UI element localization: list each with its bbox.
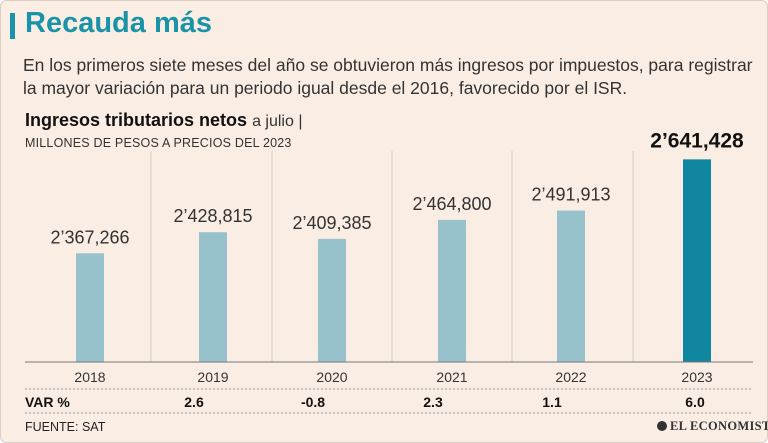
data-label-2023: 2’641,428 [650, 129, 744, 152]
chart-heading-bold: Ingresos tributarios netos [25, 110, 248, 130]
bar-2022 [557, 210, 585, 362]
chart-units: MILLONES DE PESOS A PRECIOS DEL 2023 [25, 136, 292, 150]
data-label-2018: 2’367,266 [50, 227, 129, 247]
brand-icon [657, 421, 667, 431]
chart-heading: Ingresos tributarios netos a julio | [25, 110, 302, 131]
bar-2020 [318, 238, 346, 362]
bar-2019 [199, 232, 227, 362]
title-accent-bar [10, 13, 15, 39]
source-note: FUENTE: SAT [25, 420, 106, 434]
brand-logo: EL ECONOMISTA [657, 419, 768, 434]
data-label-2022: 2’491,913 [531, 185, 610, 205]
x-tick-label: 2022 [555, 369, 586, 385]
bar-2023 [683, 159, 711, 362]
bar-2021 [438, 219, 466, 362]
page-title: Recauda más [25, 7, 212, 39]
variation-value: 1.1 [542, 394, 562, 410]
chart-heading-rest: a julio | [252, 113, 303, 130]
variation-value: 2.3 [423, 394, 443, 410]
variation-value: 6.0 [685, 394, 705, 410]
variation-value: 2.6 [184, 394, 204, 410]
brand-name: EL ECONOMISTA [670, 419, 768, 433]
bar-2018 [76, 253, 104, 362]
x-tick-label: 2023 [681, 369, 712, 385]
x-tick-label: 2019 [197, 369, 228, 385]
data-label-2019: 2’428,815 [173, 206, 252, 226]
variation-label: VAR % [25, 394, 70, 410]
subtitle: En los primeros siete meses del año se o… [23, 55, 753, 98]
variation-value: -0.8 [300, 394, 326, 410]
x-tick-label: 2021 [436, 369, 467, 385]
data-label-2021: 2’464,800 [412, 194, 491, 214]
x-tick-label: 2018 [74, 369, 105, 385]
data-label-2020: 2’409,385 [292, 213, 371, 233]
x-tick-label: 2020 [316, 369, 347, 385]
